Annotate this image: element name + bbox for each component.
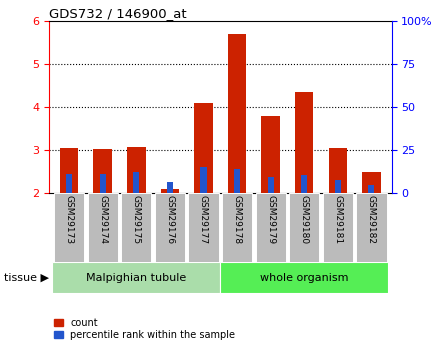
Bar	[155, 193, 185, 262]
Bar	[301, 175, 307, 193]
Bar	[335, 180, 341, 193]
Bar	[194, 103, 213, 193]
Text: GSM29177: GSM29177	[199, 195, 208, 244]
Bar	[188, 193, 218, 262]
Bar	[222, 193, 252, 262]
Text: GSM29176: GSM29176	[166, 195, 174, 244]
Bar	[93, 149, 112, 193]
Bar	[356, 193, 387, 262]
Text: GDS732 / 146900_at: GDS732 / 146900_at	[49, 7, 186, 20]
Bar	[220, 262, 388, 293]
Bar	[323, 193, 353, 262]
Text: GSM29180: GSM29180	[300, 195, 309, 244]
Bar	[60, 148, 78, 193]
Text: GSM29182: GSM29182	[367, 195, 376, 244]
Text: GSM29173: GSM29173	[65, 195, 73, 244]
Bar	[255, 193, 286, 262]
Text: GSM29174: GSM29174	[98, 195, 107, 244]
Bar	[362, 171, 380, 193]
Text: tissue ▶: tissue ▶	[4, 273, 49, 283]
Text: Malpighian tubule: Malpighian tubule	[86, 273, 186, 283]
Bar	[267, 177, 274, 193]
Bar	[54, 193, 84, 262]
Text: GSM29181: GSM29181	[333, 195, 342, 244]
Text: whole organism: whole organism	[260, 273, 348, 283]
Bar	[234, 169, 240, 193]
Text: GSM29179: GSM29179	[266, 195, 275, 244]
Bar	[368, 185, 375, 193]
Bar	[127, 147, 146, 193]
Legend: count, percentile rank within the sample: count, percentile rank within the sample	[54, 318, 235, 340]
Bar	[66, 174, 72, 193]
Bar	[133, 171, 139, 193]
Bar	[88, 193, 118, 262]
Text: GSM29175: GSM29175	[132, 195, 141, 244]
Bar	[53, 262, 220, 293]
Bar	[167, 183, 173, 193]
Bar	[261, 116, 280, 193]
Bar	[289, 193, 320, 262]
Bar	[161, 189, 179, 193]
Bar	[295, 92, 313, 193]
Bar	[200, 167, 206, 193]
Bar	[121, 193, 151, 262]
Text: GSM29178: GSM29178	[233, 195, 242, 244]
Bar	[328, 148, 347, 193]
Bar	[100, 174, 106, 193]
Bar	[228, 34, 247, 193]
